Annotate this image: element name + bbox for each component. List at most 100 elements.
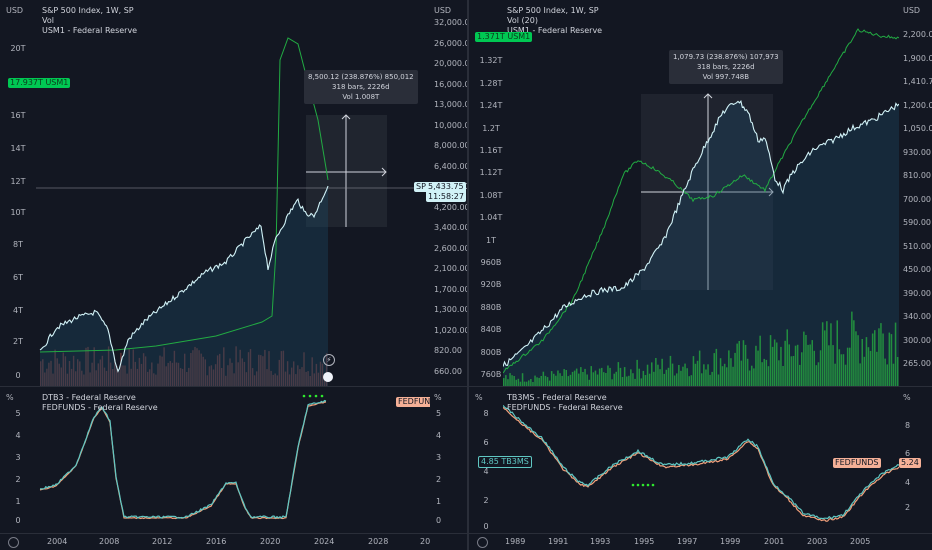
volume-bar — [799, 364, 801, 386]
left-rates-unit[interactable]: % — [6, 393, 14, 402]
right-m1-tag-value: 1.371T — [477, 32, 505, 41]
volume-bar — [155, 374, 157, 386]
volume-bar — [299, 369, 301, 386]
volume-bar — [842, 354, 845, 386]
volume-bar — [221, 368, 223, 386]
volume-bar — [617, 362, 620, 386]
right-rates-right-unit[interactable]: % — [903, 393, 911, 402]
volume-bar — [321, 363, 324, 386]
right-rtick: 700.00 — [903, 194, 931, 204]
volume-bar — [227, 365, 229, 386]
left-legend-volume[interactable]: Vol — [42, 16, 54, 25]
volume-bar — [256, 371, 258, 386]
left-price-pane[interactable]: S&P 500 Index, 1W, SP Vol USM1 - Federal… — [36, 0, 430, 386]
right-time-axis[interactable]: 1989 1991 1993 1995 1997 1999 2001 2003 … — [469, 534, 932, 550]
volume-bar — [667, 367, 670, 386]
left-usd-unit[interactable]: USD — [6, 6, 24, 15]
left-rates-rtick: 0 — [436, 516, 442, 525]
left-left-axis[interactable]: USD 20T 18T 16T 14T 12T 10T 8T 6T 4T 2T … — [0, 0, 71, 386]
volume-bar — [192, 350, 194, 386]
volume-bar — [853, 320, 855, 386]
left-rates-right-unit[interactable]: % — [434, 393, 442, 402]
volume-bar — [89, 372, 91, 386]
left-spx-sym: SPX — [416, 182, 432, 191]
volume-bar — [669, 355, 672, 386]
right-rtick: 265.00 — [903, 359, 931, 368]
volume-bar — [567, 376, 570, 386]
volume-bar — [122, 365, 124, 386]
right-rates-unit[interactable]: % — [475, 393, 483, 402]
left-legend-fedfunds[interactable]: FEDFUNDS - Federal Reserve — [42, 403, 158, 412]
right-ltick: 880B — [480, 302, 502, 312]
left-right-usd-unit[interactable]: USD — [434, 6, 452, 15]
volume-bar — [584, 368, 586, 386]
volume-bar — [603, 372, 605, 386]
left-right-axis[interactable]: USD 32,000.00 26,000.00 20,000.00 16,000.00… — [414, 0, 467, 386]
volume-bar — [665, 369, 668, 386]
right-left-axis[interactable]: 1.36T1.32T1.28T1.24T1.2T1.16T1.12T1.08T1… — [469, 0, 533, 386]
volume-bar — [196, 348, 198, 386]
volume-bar — [87, 346, 89, 386]
right-usd-unit[interactable]: USD — [903, 6, 921, 15]
volume-bar — [828, 345, 830, 386]
left-rates-right-axis[interactable]: % 5 4 3 2 1 0 — [430, 387, 467, 533]
right-rates-pane[interactable]: TB3MS - Federal Reserve FEDFUNDS - Feder… — [503, 387, 899, 533]
volume-bar — [200, 353, 202, 386]
right-price-pane[interactable]: S&P 500 Index, 1W, SP Vol (20) USM1 - Fe… — [503, 0, 932, 386]
right-legend-symbol[interactable]: S&P 500 Index, 1W, SP — [507, 6, 599, 15]
volume-bar — [239, 349, 241, 386]
left-rates-left-axis[interactable]: % 5 4 3 2 1 0 — [0, 387, 36, 533]
lightning-icon[interactable]: ⚡ — [323, 354, 335, 366]
volume-bar — [844, 364, 847, 386]
right-rates-right-axis[interactable]: % 8 6 4 2 5.24 — [899, 387, 932, 533]
left-legend-m1[interactable]: USM1 - Federal Reserve — [42, 26, 138, 35]
right-legend-volume[interactable]: Vol (20) — [507, 16, 538, 25]
right-rates-left-axis[interactable]: % 8 6 4 2 0 4.85 TB3MS — [469, 387, 532, 533]
right-green-dots — [631, 483, 655, 487]
left-legend-dtb3[interactable]: DTB3 - Federal Reserve — [42, 393, 136, 402]
left-legend-symbol[interactable]: S&P 500 Index, 1W, SP — [42, 6, 134, 15]
left-rtick: 3,400.00 — [434, 223, 467, 232]
left-m1-tag-sym: USM1 — [45, 78, 69, 87]
volume-bar — [711, 371, 713, 386]
volume-bar — [678, 365, 680, 386]
volume-bar — [594, 370, 597, 386]
right-legend-fedfunds[interactable]: FEDFUNDS - Federal Reserve — [507, 403, 623, 412]
volume-bar — [147, 371, 149, 386]
volume-bar — [569, 374, 572, 386]
right-ltick: 1.16T — [479, 146, 503, 155]
left-chart-panel[interactable]: S&P 500 Index, 1W, SP Vol USM1 - Federal… — [0, 0, 467, 550]
volume-bar — [521, 373, 524, 386]
volume-bar — [588, 379, 590, 386]
right-legend-tb3ms[interactable]: TB3MS - Federal Reserve — [507, 393, 607, 402]
flag-icon[interactable] — [323, 372, 333, 382]
right-legend-m1[interactable]: USM1 - Federal Reserve — [507, 26, 603, 35]
volume-bar — [773, 339, 776, 386]
left-time-axis[interactable]: 2004 2008 2012 2016 2020 2024 2028 20 — [0, 534, 467, 550]
volume-bar — [538, 377, 540, 386]
left-rates-rtick: 4 — [436, 431, 442, 440]
volume-bar — [886, 364, 888, 386]
tradingview-logo-icon[interactable] — [8, 537, 19, 548]
volume-bar — [249, 349, 252, 386]
volume-bar — [56, 358, 58, 386]
right-chart-panel[interactable]: S&P 500 Index, 1W, SP Vol (20) USM1 - Fe… — [469, 0, 932, 550]
left-rates-pane[interactable]: DTB3 - Federal Reserve FEDFUNDS - Federa… — [36, 387, 430, 533]
tradingview-logo-icon[interactable] — [477, 537, 488, 548]
volume-bar — [319, 361, 322, 386]
volume-bar — [746, 358, 749, 386]
volume-bar — [861, 339, 863, 386]
volume-bar — [657, 364, 659, 386]
volume-bar — [165, 366, 167, 386]
left-ltick: 10T — [10, 208, 26, 217]
volume-bar — [744, 344, 747, 386]
volume-bar — [132, 349, 134, 386]
left-ltick: 0 — [15, 371, 21, 380]
volume-bar — [509, 373, 511, 386]
left-spx-price: 5,433.75 11:58:27 — [426, 182, 466, 202]
right-right-axis[interactable]: USD 2,200.00 1,900.00 1,410.76 1,200.00 1,05… — [899, 0, 932, 386]
left-tooltip-line1: 8,500.12 (238.876%) 850,012 — [308, 73, 414, 81]
volume-bar — [730, 358, 732, 386]
volume-bar — [611, 379, 613, 386]
right-m1-line — [503, 28, 899, 374]
